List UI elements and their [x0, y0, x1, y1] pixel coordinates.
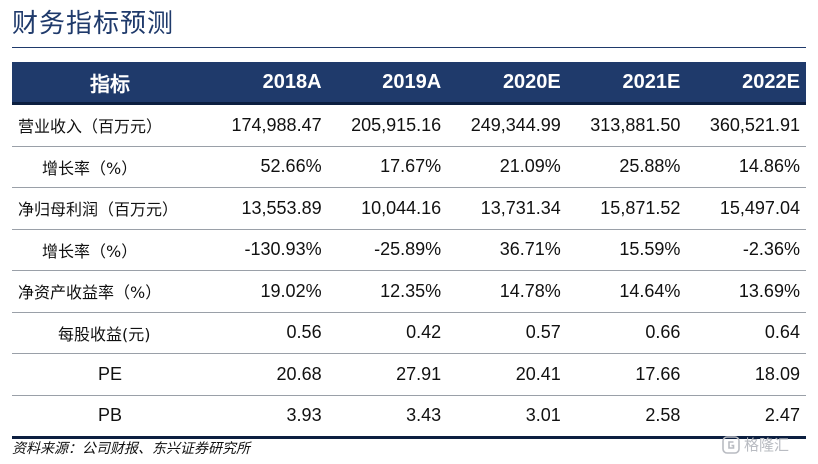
- header-cell-indicator: 指标: [90, 73, 130, 96]
- table-cell: 3.93: [286, 405, 322, 426]
- table-cell: 15,871.52: [600, 197, 681, 218]
- table-cell: 12.35%: [380, 280, 442, 301]
- table-cell: 27.91: [396, 363, 442, 384]
- table-cell: -2.36%: [742, 239, 800, 260]
- table-row: 净归母利润（百万元） 13,553.89 10,044.16 13,731.34…: [12, 188, 806, 230]
- table-row: 每股收益(元) 0.56 0.42 0.57 0.66 0.64: [12, 313, 806, 354]
- table-cell: 360,521.91: [709, 114, 800, 135]
- table-cell: 14.64%: [619, 280, 681, 301]
- table-cell: 174,988.47: [231, 114, 322, 135]
- header-cell-2021e: 2021E: [622, 70, 681, 93]
- header-cell-2020e: 2020E: [502, 70, 561, 93]
- table-cell: 20.41: [515, 363, 561, 384]
- table-cell: 15.59%: [619, 239, 681, 260]
- row-label: 增长率（%）: [42, 241, 138, 261]
- table-cell: 313,881.50: [590, 114, 681, 135]
- table-cell: 17.67%: [380, 156, 442, 177]
- row-label: 营业收入（百万元）: [18, 117, 163, 137]
- table-cell: 14.86%: [738, 156, 800, 177]
- table-row: 营业收入（百万元） 174,988.47 205,915.16 249,344.…: [12, 105, 806, 147]
- table-cell: -25.89%: [374, 239, 442, 260]
- financial-forecast-table: 指标 2018A 2019A 2020E 2021E 2022E 营业收入（百万…: [12, 62, 806, 439]
- table-cell: 3.01: [525, 405, 561, 426]
- table-cell: 0.56: [286, 322, 322, 343]
- table-cell: 15,497.04: [719, 197, 800, 218]
- table-cell: 2.47: [764, 405, 800, 426]
- table-row: 增长率（%） -130.93% -25.89% 36.71% 15.59% -2…: [12, 230, 806, 271]
- table-cell: 52.66%: [260, 156, 322, 177]
- table-row: PE 20.68 27.91 20.41 17.66 18.09: [12, 354, 806, 396]
- table-cell: 205,915.16: [351, 114, 442, 135]
- watermark: 格隆汇: [722, 434, 789, 455]
- table-cell: 14.78%: [499, 280, 561, 301]
- table-cell: 20.68: [276, 363, 322, 384]
- table-cell: 17.66: [635, 363, 681, 384]
- header-cell-2019a: 2019A: [382, 70, 442, 93]
- table-cell: 25.88%: [619, 156, 681, 177]
- table-cell: 19.02%: [260, 280, 322, 301]
- table-cell: 0.42: [406, 322, 442, 343]
- table-cell: 0.64: [764, 322, 800, 343]
- table-cell: 0.57: [525, 322, 561, 343]
- row-label: 每股收益(元): [58, 324, 151, 344]
- table-header-row: 指标 2018A 2019A 2020E 2021E 2022E: [12, 62, 806, 105]
- table-bottom-rule: [12, 436, 806, 439]
- row-label: 净归母利润（百万元）: [18, 200, 179, 220]
- table-cell: 13,553.89: [241, 197, 322, 218]
- table-cell: -130.93%: [244, 239, 322, 260]
- table-cell: 13,731.34: [480, 197, 561, 218]
- header-cell-2018a: 2018A: [262, 70, 322, 93]
- table-row: 增长率（%） 52.66% 17.67% 21.09% 25.88% 14.86…: [12, 147, 806, 188]
- header-cell-2022e: 2022E: [742, 70, 800, 93]
- row-label: PB: [97, 405, 122, 426]
- table-cell: 249,344.99: [470, 114, 561, 135]
- table-cell: 36.71%: [499, 239, 561, 260]
- table-row: PB 3.93 3.43 3.01 2.58 2.47: [12, 396, 806, 437]
- row-label: 增长率（%）: [42, 158, 138, 178]
- row-label: PE: [97, 363, 122, 384]
- table-cell: 13.69%: [738, 280, 800, 301]
- table-row: 净资产收益率（%） 19.02% 12.35% 14.78% 14.64% 13…: [12, 271, 806, 313]
- gelonghui-logo-icon: [722, 435, 740, 454]
- table-cell: 10,044.16: [361, 197, 442, 218]
- source-note: 资料来源：公司财报、东兴证券研究所: [12, 441, 250, 457]
- table-cell: 21.09%: [499, 156, 561, 177]
- table-cell: 0.66: [645, 322, 681, 343]
- table-cell: 3.43: [406, 405, 442, 426]
- page-title: 财务指标预测: [12, 9, 175, 39]
- table-cell: 2.58: [645, 405, 681, 426]
- title-divider: [12, 47, 806, 48]
- table-cell: 18.09: [754, 363, 800, 384]
- watermark-text: 格隆汇: [744, 436, 790, 454]
- row-label: 净资产收益率（%）: [18, 283, 162, 303]
